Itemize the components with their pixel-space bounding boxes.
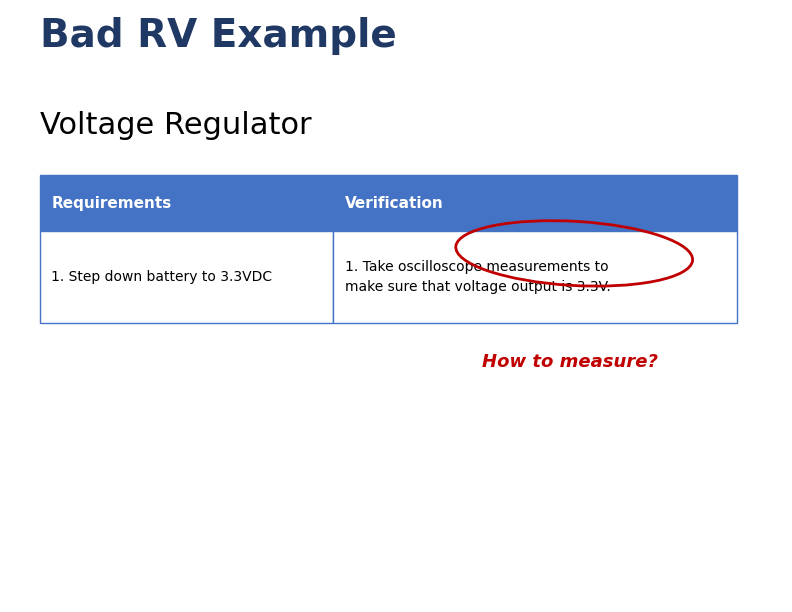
Text: Voltage Regulator: Voltage Regulator [40,111,311,140]
Bar [658,577,666,591]
FancyBboxPatch shape [333,176,737,231]
Text: Requirements: Requirements [51,196,172,211]
Text: Bad RV Example: Bad RV Example [40,17,396,54]
FancyBboxPatch shape [40,231,333,323]
Text: How to measure?: How to measure? [482,353,658,371]
Text: 1. Take oscilloscope measurements to
make sure that voltage output is 3.3V.: 1. Take oscilloscope measurements to mak… [345,260,611,294]
Bar [653,570,671,577]
Text: 1. Step down battery to 3.3VDC: 1. Step down battery to 3.3VDC [51,270,272,284]
Text: Verification: Verification [345,196,444,211]
Text: ▃: ▃ [657,575,674,594]
Text: ILLINOIS: ILLINOIS [681,578,739,591]
FancyBboxPatch shape [333,231,737,323]
Bar [653,592,671,599]
FancyBboxPatch shape [40,176,333,231]
Text: ECE ILLINOIS: ECE ILLINOIS [40,575,160,594]
